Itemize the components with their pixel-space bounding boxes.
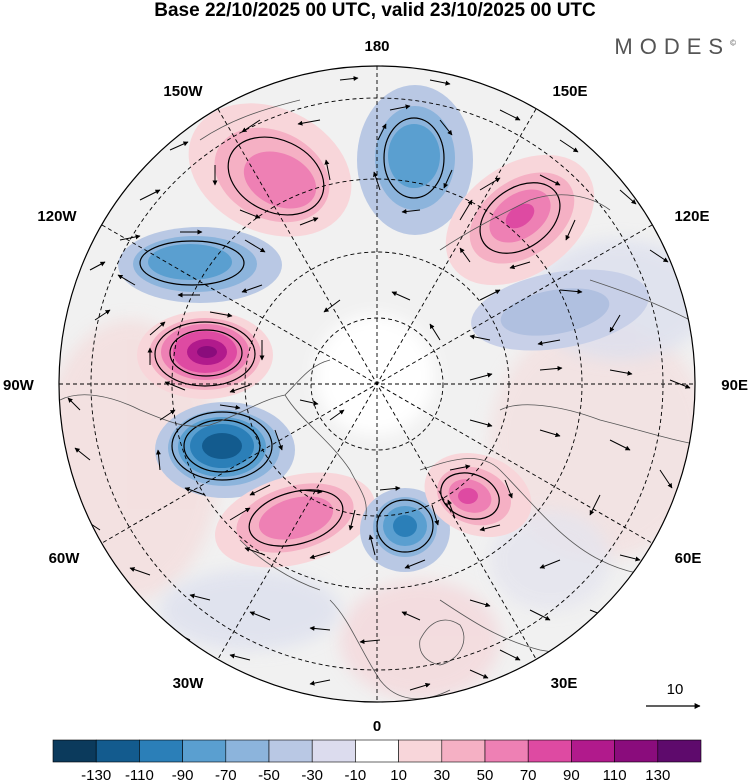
reference-vector-label: 10 — [667, 681, 684, 698]
colorbar-swatch — [268, 739, 313, 763]
label-150w: 150W — [163, 83, 203, 100]
modes-logo: MODES© — [614, 34, 736, 59]
longitude-labels: 180 0 90W 90E 150W 120W 60W 30W 150E 120… — [3, 38, 748, 735]
colorbar-swatch — [657, 739, 702, 763]
colorbar-swatch — [182, 739, 227, 763]
anomaly-lobe-15w — [360, 488, 450, 572]
reference-vector: 10 — [646, 681, 701, 709]
anomaly-lobe-115e — [471, 269, 649, 351]
colorbar-swatch — [95, 739, 140, 763]
anomaly-lobe-180 — [357, 85, 473, 235]
map-boundary — [58, 65, 696, 703]
label-60e: 60E — [675, 550, 702, 567]
coastlines — [59, 99, 695, 700]
pole-region — [315, 315, 435, 435]
colorbar-swatch — [311, 739, 356, 763]
colorbar-tick-label: 30 — [433, 767, 450, 783]
anomaly-lobe-45e — [424, 452, 532, 538]
anomaly-lobe-55w — [214, 472, 376, 568]
colorbar-tick-label: 90 — [563, 767, 580, 783]
colorbar-swatch — [139, 739, 183, 763]
label-150e: 150E — [552, 83, 587, 100]
anomaly-lobe-150w — [188, 103, 352, 237]
colorbar-swatch — [527, 739, 572, 763]
label-60w: 60W — [49, 550, 81, 567]
label-0: 0 — [373, 718, 381, 735]
colorbar-tick-label: 130 — [645, 767, 670, 783]
colorbar-swatch — [52, 739, 97, 763]
label-90w: 90W — [3, 377, 35, 394]
colorbar-swatch — [484, 739, 529, 763]
colorbar-swatch — [225, 739, 270, 763]
colorbar-swatch — [571, 739, 615, 763]
label-120w: 120W — [37, 208, 77, 225]
label-180: 180 — [364, 38, 389, 55]
label-30w: 30W — [173, 675, 205, 692]
colorbar-tick-label: -50 — [258, 767, 280, 783]
colorbar-tick-label: -30 — [301, 767, 323, 783]
map-title: Base 22/10/2025 00 UTC, valid 23/10/2025… — [154, 0, 596, 21]
colorbar-tick-label: -10 — [345, 767, 367, 783]
label-90e: 90E — [721, 377, 748, 394]
anomaly-lobe-150e — [445, 154, 595, 286]
colorbar-tick-label: 70 — [520, 767, 537, 783]
weak-negative-area — [160, 570, 340, 650]
colorbar-tick-label: -90 — [172, 767, 194, 783]
weak-positive-area — [490, 320, 695, 560]
weak-negative-area — [490, 510, 610, 610]
anomaly-lobe-120w — [118, 227, 282, 303]
label-30e: 30E — [551, 675, 578, 692]
colorbar-swatch — [398, 739, 443, 763]
colorbar-tick-label: -130 — [81, 767, 111, 783]
label-120e: 120E — [674, 208, 709, 225]
graticule — [59, 66, 695, 702]
colorbar-tick-label: -70 — [215, 767, 237, 783]
colorbar-swatch — [355, 739, 399, 763]
colorbar-tick-label: 10 — [390, 767, 407, 783]
colorbar-swatch — [614, 739, 659, 763]
colorbar-swatch — [441, 739, 486, 763]
colorbar-tick-label: -110 — [125, 767, 154, 783]
colorbar: -130 -110 -90 -70 -50 -30 -10 10 30 50 70 90 110 130 — [52, 739, 702, 783]
colorbar-tick-label: 110 — [603, 767, 627, 783]
colorbar-tick-label: 50 — [477, 767, 494, 783]
anomaly-lobe-95w — [137, 311, 273, 399]
